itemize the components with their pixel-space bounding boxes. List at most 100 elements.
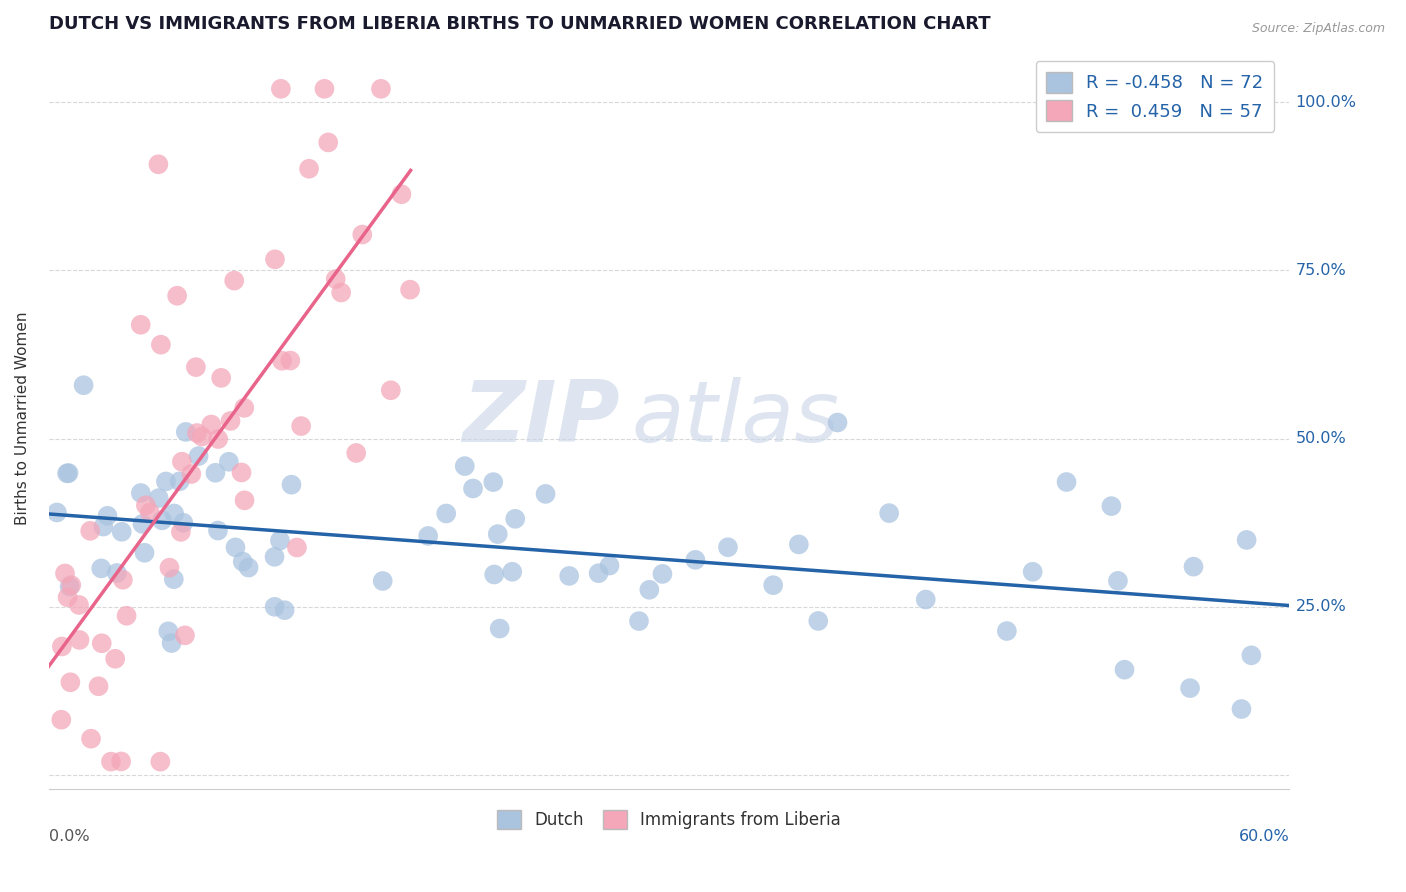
Text: Source: ZipAtlas.com: Source: ZipAtlas.com [1251, 22, 1385, 36]
Text: atlas: atlas [631, 377, 839, 460]
Point [209, 371, 232, 385]
Point [90, 636, 112, 650]
Point [285, 541, 308, 555]
Point [187, 449, 209, 463]
Point [111, 573, 134, 587]
Point [170, 524, 193, 539]
Point [172, 516, 194, 530]
Text: 100.0%: 100.0% [1295, 95, 1357, 110]
Point [290, 419, 312, 434]
Point [638, 582, 661, 597]
Text: 50.0%: 50.0% [1295, 431, 1347, 446]
Point [316, 136, 339, 150]
Point [186, 425, 208, 440]
Point [352, 227, 374, 242]
Point [204, 466, 226, 480]
Point [232, 555, 254, 569]
Point [129, 318, 152, 332]
Point [391, 187, 413, 202]
Point [224, 274, 246, 288]
Point [51, 713, 73, 727]
Point [995, 624, 1018, 638]
Point [280, 477, 302, 491]
Point [169, 475, 191, 489]
Point [149, 755, 172, 769]
Point [1178, 681, 1201, 695]
Point [1114, 663, 1136, 677]
Point [233, 493, 256, 508]
Text: 25.0%: 25.0% [1295, 599, 1347, 615]
Point [434, 507, 457, 521]
Point [482, 567, 505, 582]
Point [148, 157, 170, 171]
Point [807, 614, 830, 628]
Point [599, 558, 621, 573]
Text: DUTCH VS IMMIGRANTS FROM LIBERIA BIRTHS TO UNMARRIED WOMEN CORRELATION CHART: DUTCH VS IMMIGRANTS FROM LIBERIA BIRTHS … [49, 15, 990, 33]
Point [87, 679, 110, 693]
Point [131, 516, 153, 531]
Point [1021, 565, 1043, 579]
Point [1230, 702, 1253, 716]
Text: ZIP: ZIP [461, 377, 620, 460]
Point [1182, 559, 1205, 574]
Text: 60.0%: 60.0% [1239, 830, 1289, 844]
Point [558, 569, 581, 583]
Point [163, 572, 186, 586]
Point [207, 524, 229, 538]
Point [269, 533, 291, 548]
Point [104, 652, 127, 666]
Point [100, 755, 122, 769]
Point [371, 574, 394, 588]
Point [69, 632, 91, 647]
Point [218, 455, 240, 469]
Point [159, 560, 181, 574]
Point [80, 731, 103, 746]
Point [105, 566, 128, 580]
Text: 75.0%: 75.0% [1295, 263, 1347, 278]
Point [482, 475, 505, 489]
Point [96, 508, 118, 523]
Point [163, 507, 186, 521]
Point [486, 527, 509, 541]
Point [314, 82, 336, 96]
Point [454, 459, 477, 474]
Point [717, 541, 740, 555]
Point [207, 432, 229, 446]
Point [53, 566, 76, 581]
Point [51, 640, 73, 654]
Point [1056, 475, 1078, 489]
Point [219, 414, 242, 428]
Point [134, 546, 156, 560]
Point [263, 599, 285, 614]
Point [1240, 648, 1263, 663]
Point [180, 467, 202, 481]
Point [263, 549, 285, 564]
Point [298, 161, 321, 176]
Point [534, 487, 557, 501]
Point [91, 519, 114, 533]
Point [685, 553, 707, 567]
Y-axis label: Births to Unmarried Women: Births to Unmarried Women [15, 311, 30, 525]
Point [501, 565, 523, 579]
Point [264, 252, 287, 267]
Point [270, 82, 292, 96]
Point [174, 425, 197, 439]
Point [111, 524, 134, 539]
Point [344, 446, 367, 460]
Point [58, 466, 80, 480]
Point [370, 82, 392, 96]
Point [139, 506, 162, 520]
Point [115, 608, 138, 623]
Point [233, 401, 256, 415]
Point [238, 560, 260, 574]
Point [149, 337, 172, 351]
Point [231, 466, 253, 480]
Point [627, 614, 650, 628]
Point [399, 283, 422, 297]
Point [762, 578, 785, 592]
Legend: Dutch, Immigrants from Liberia: Dutch, Immigrants from Liberia [491, 803, 848, 836]
Point [914, 592, 936, 607]
Point [1099, 499, 1122, 513]
Point [827, 416, 849, 430]
Point [170, 455, 193, 469]
